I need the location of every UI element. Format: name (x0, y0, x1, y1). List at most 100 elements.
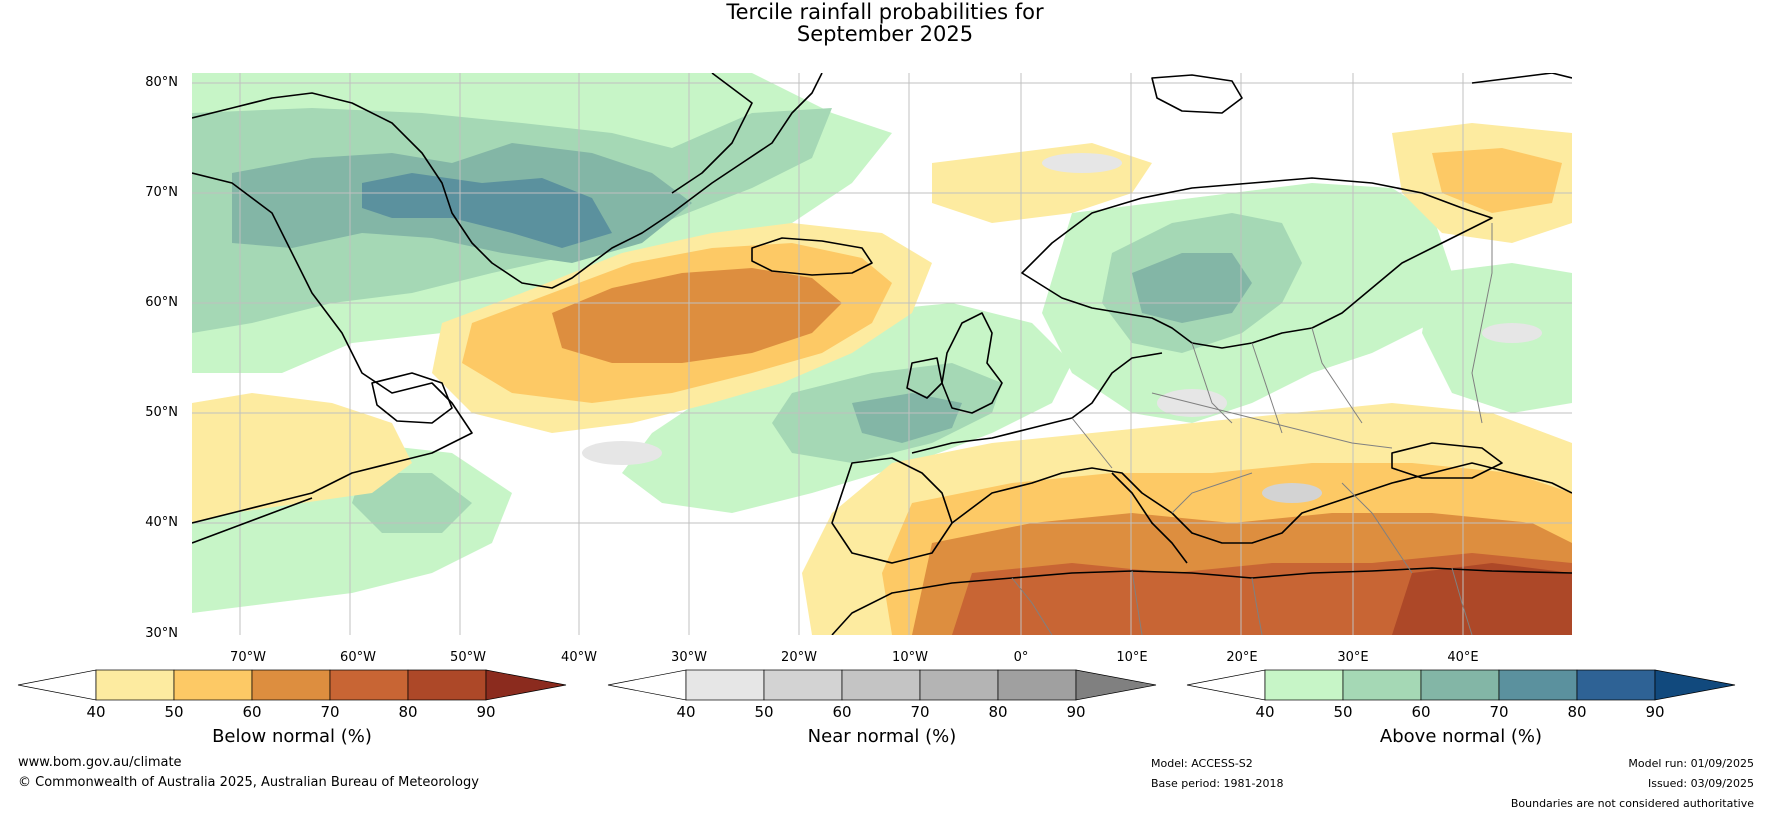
coastline-greenland (192, 73, 823, 289)
near-normal-patch (582, 441, 662, 465)
colorbar-swatch (763, 669, 843, 701)
colorbar-swatch (407, 669, 487, 701)
above-normal-region-atlantic-60 (852, 393, 962, 443)
below-tick-70: 70 (320, 703, 340, 721)
coastline-north-africa (831, 567, 1572, 635)
map-canvas (192, 73, 1572, 635)
lat-label-50n: 50°N (145, 405, 178, 420)
lat-label-40n: 40°N (145, 515, 178, 530)
colorbar-swatch (329, 669, 409, 701)
below-tick-50: 50 (164, 703, 184, 721)
colorbar-extend-low (1186, 669, 1266, 701)
below-tick-90: 90 (476, 703, 496, 721)
above-normal-region-southwest-50 (352, 473, 472, 533)
near-tick-90: 90 (1066, 703, 1086, 721)
footer-website: www.bom.gov.au/climate (18, 755, 182, 770)
colorbar-extend-low (17, 669, 97, 701)
above-tick-40: 40 (1255, 703, 1275, 721)
near-tick-60: 60 (832, 703, 852, 721)
colorbar-swatch (919, 669, 999, 701)
lon-label-30e: 30°E (1337, 650, 1369, 665)
colorbar-extend-low (607, 669, 687, 701)
map-title-line2: September 2025 (796, 22, 974, 46)
map-title-line1: Tercile rainfall probabilities for (726, 0, 1044, 24)
above-tick-80: 80 (1567, 703, 1587, 721)
coastline-british-isles (941, 312, 1003, 414)
near-normal-patch (1042, 153, 1122, 173)
lat-label-80n: 80°N (145, 75, 178, 90)
colorbar-swatch (95, 669, 175, 701)
coastline-black-sea (1391, 442, 1503, 479)
coastline-newfoundland (371, 372, 453, 424)
below-tick-60: 60 (242, 703, 262, 721)
coastline-baffin (192, 172, 473, 524)
footer-issued: Issued: 03/09/2025 (1647, 777, 1754, 790)
coastline-iberia (831, 457, 953, 564)
near-tick-80: 80 (988, 703, 1008, 721)
colorbar-extend-high (1075, 669, 1157, 701)
lon-label-20w: 20°W (781, 650, 817, 665)
lon-label-70w: 70°W (230, 650, 266, 665)
above-tick-90: 90 (1645, 703, 1665, 721)
colorbar-swatch (251, 669, 331, 701)
below-normal-region-arctic-east-60 (1432, 148, 1562, 213)
lon-label-10w: 10°W (892, 650, 928, 665)
coastline-scandinavia (1021, 177, 1493, 349)
colorbar-swatch (1498, 669, 1578, 701)
coastline-greenland-east (671, 73, 753, 194)
footer-copyright: © Commonwealth of Australia 2025, Austra… (18, 775, 479, 790)
coastline-svalbard (1151, 74, 1243, 114)
colorbar-swatch (1264, 669, 1344, 701)
lon-label-10e: 10°E (1116, 650, 1148, 665)
footer-base-period: Base period: 1981-2018 (1151, 777, 1284, 790)
lat-label-30n: 30°N (145, 626, 178, 641)
coastline-mediterranean-north (951, 462, 1572, 544)
colorbar-swatch (1420, 669, 1500, 701)
colorbar-swatch (1576, 669, 1656, 701)
coastline-italy (1111, 472, 1188, 564)
below-tick-40: 40 (86, 703, 106, 721)
colorbar-swatch (685, 669, 765, 701)
below-tick-80: 80 (398, 703, 418, 721)
near-tick-40: 40 (676, 703, 696, 721)
footer-disclaimer: Boundaries are not considered authoritat… (1510, 797, 1754, 810)
coastline-ireland (906, 357, 943, 399)
colorbar-title-near: Near normal (%) (807, 726, 957, 747)
colorbar-title-below: Below normal (%) (212, 726, 372, 747)
lon-label-40w: 40°W (561, 650, 597, 665)
lon-label-0: 0° (1013, 650, 1029, 665)
lat-label-70n: 70°N (145, 185, 178, 200)
lon-label-50w: 50°W (450, 650, 486, 665)
above-tick-50: 50 (1333, 703, 1353, 721)
footer-model-run: Model run: 01/09/2025 (1628, 757, 1754, 770)
near-normal-patch (1482, 323, 1542, 343)
colorbar-extend-high (1654, 669, 1736, 701)
colorbar-swatch (841, 669, 921, 701)
lon-label-20e: 20°E (1226, 650, 1258, 665)
colorbar-swatch (1342, 669, 1422, 701)
colorbar-title-above: Above normal (%) (1379, 726, 1543, 747)
lon-label-60w: 60°W (340, 650, 376, 665)
colorbar-swatch (997, 669, 1077, 701)
footer-model: Model: ACCESS-S2 (1151, 757, 1253, 770)
above-tick-60: 60 (1411, 703, 1431, 721)
below-normal-region-med-90 (1392, 563, 1572, 635)
coastlines (192, 73, 1572, 635)
coastline-canada-east (192, 497, 313, 544)
country-borders (1011, 223, 1493, 635)
near-tick-50: 50 (754, 703, 774, 721)
colorbar-below-normal (17, 668, 567, 702)
colorbar-above-normal (1186, 668, 1736, 702)
colorbar-near-normal (607, 668, 1157, 702)
above-normal-region-greenland-70 (362, 173, 612, 248)
below-normal-region-west (192, 393, 412, 523)
below-normal-region-atlantic-70 (552, 268, 842, 363)
near-normal-patch (1262, 483, 1322, 503)
above-tick-70: 70 (1489, 703, 1509, 721)
near-tick-70: 70 (910, 703, 930, 721)
lon-label-40e: 40°E (1447, 650, 1479, 665)
coastline-iceland (751, 237, 873, 276)
colorbar-swatch (173, 669, 253, 701)
graticule (192, 73, 1572, 635)
lon-label-30w: 30°W (671, 650, 707, 665)
